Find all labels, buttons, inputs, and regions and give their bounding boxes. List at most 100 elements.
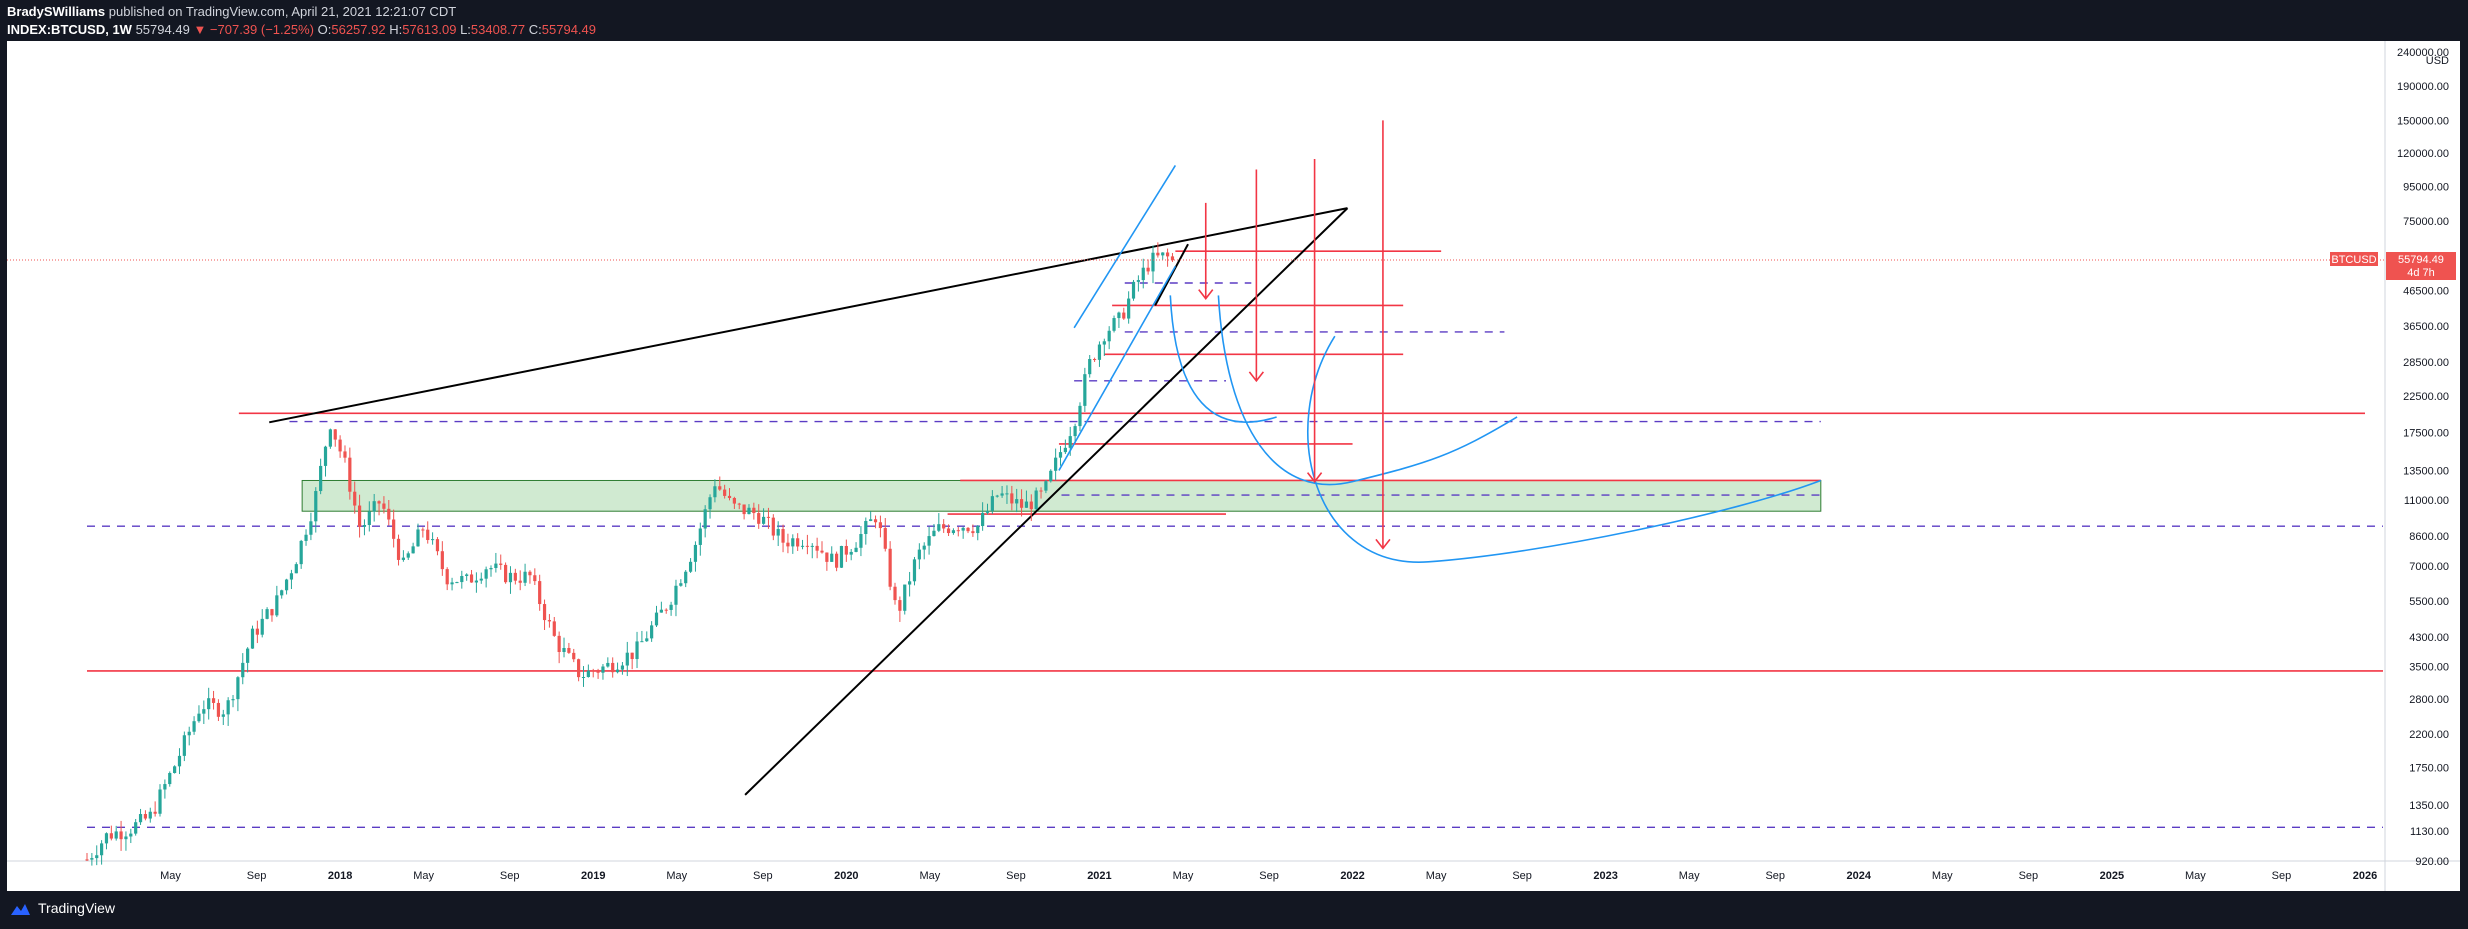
candle-body bbox=[95, 855, 99, 859]
candle-body bbox=[226, 700, 230, 715]
plot-area[interactable] bbox=[7, 41, 2385, 861]
y-tick-label: 13500.00 bbox=[2403, 465, 2449, 477]
candle-body bbox=[284, 579, 289, 591]
candle-body bbox=[114, 831, 118, 839]
candle-body bbox=[202, 709, 206, 714]
candle-body bbox=[732, 498, 736, 504]
candle-body bbox=[834, 553, 839, 568]
candle-body bbox=[878, 522, 883, 529]
candle-body bbox=[294, 564, 298, 574]
y-tick-label: 2800.00 bbox=[2409, 694, 2449, 706]
currency-label: USD bbox=[2426, 55, 2449, 67]
high-value: 57613.09 bbox=[402, 22, 457, 37]
candle-body bbox=[903, 584, 907, 611]
candle-body bbox=[426, 529, 430, 541]
candle-body bbox=[1049, 470, 1053, 482]
candle-body bbox=[382, 503, 386, 509]
x-tick-label: Sep bbox=[2272, 870, 2292, 882]
x-tick-label: May bbox=[160, 870, 181, 882]
candle-body bbox=[611, 662, 615, 673]
ohlc-legend: INDEX:BTCUSD, 1W 55794.49 ▼ −707.39 (−1.… bbox=[7, 22, 596, 37]
candle-body bbox=[396, 538, 401, 560]
candle-body bbox=[693, 544, 698, 562]
tradingview-logo[interactable]: TradingView bbox=[8, 900, 115, 916]
candle-body bbox=[961, 527, 965, 531]
open-value: 56257.92 bbox=[331, 22, 386, 37]
price-chart[interactable]: 240000.00 190000.00 150000.00 120000.00 9500… bbox=[7, 41, 2460, 891]
x-tick-label: 2018 bbox=[328, 870, 352, 882]
candle-body bbox=[538, 581, 542, 605]
candle-body bbox=[90, 858, 94, 860]
candle-body bbox=[796, 538, 800, 547]
candle-body bbox=[173, 766, 177, 774]
candle-body bbox=[333, 429, 337, 440]
candle-body bbox=[577, 659, 581, 678]
candle-body bbox=[134, 822, 138, 834]
candle-body bbox=[421, 529, 425, 531]
candle-body bbox=[275, 595, 279, 616]
candle-body bbox=[153, 811, 157, 814]
candle-body bbox=[684, 571, 688, 584]
price-tag[interactable]: BTCUSD 55794.49 4d 7h bbox=[2330, 252, 2456, 280]
candle-body bbox=[406, 553, 410, 558]
y-tick-label: 1130.00 bbox=[2410, 826, 2449, 838]
symbol-label[interactable]: INDEX:BTCUSD, 1W bbox=[7, 22, 132, 37]
y-tick-label: 190000.00 bbox=[2397, 81, 2449, 93]
candle-body bbox=[309, 521, 313, 535]
candle-body bbox=[357, 505, 362, 527]
channel-lower-line bbox=[1058, 265, 1177, 471]
candle-body bbox=[1029, 501, 1033, 510]
candle-body bbox=[216, 702, 221, 717]
publish-text: published on TradingView.com, April 21, … bbox=[108, 4, 457, 19]
time-axis[interactable] bbox=[7, 861, 2385, 891]
candle-body bbox=[718, 486, 722, 490]
candle-body bbox=[995, 495, 999, 497]
candle-body bbox=[908, 581, 912, 585]
candle-body bbox=[416, 529, 420, 547]
candle-body bbox=[839, 545, 844, 568]
price-axis[interactable] bbox=[2385, 41, 2460, 891]
candle-body bbox=[411, 546, 415, 554]
low-label: L: bbox=[460, 22, 471, 37]
candle-body bbox=[377, 501, 381, 504]
candle-body bbox=[669, 604, 673, 610]
candle-body bbox=[280, 590, 284, 596]
x-tick-label: Sep bbox=[247, 870, 267, 882]
y-tick-label: 4300.00 bbox=[2409, 632, 2449, 644]
candle-body bbox=[1010, 493, 1014, 504]
candle-body bbox=[757, 513, 761, 524]
x-tick-label: Sep bbox=[500, 870, 520, 882]
candle-body bbox=[270, 609, 274, 616]
candle-body bbox=[844, 545, 848, 555]
candle-body bbox=[445, 569, 449, 585]
candle-body bbox=[864, 520, 868, 535]
y-tick-label: 22500.00 bbox=[2403, 391, 2449, 403]
candle-body bbox=[854, 547, 858, 552]
candle-body bbox=[1044, 481, 1048, 491]
candle-body bbox=[177, 755, 182, 767]
candle-body bbox=[586, 670, 590, 677]
candle-body bbox=[888, 548, 892, 587]
candle-body bbox=[469, 574, 474, 583]
x-tick-label: Sep bbox=[1259, 870, 1279, 882]
y-tick-label: 1750.00 bbox=[2409, 763, 2449, 775]
candle-body bbox=[499, 563, 503, 565]
candle-body bbox=[328, 429, 332, 447]
candle-body bbox=[547, 620, 552, 622]
candle-body bbox=[1170, 256, 1175, 261]
candle-body bbox=[708, 497, 712, 510]
candle-body bbox=[703, 509, 707, 529]
candle-body bbox=[956, 530, 960, 532]
candle-body bbox=[207, 698, 211, 710]
down-arrow-head bbox=[1375, 538, 1391, 550]
candle-body bbox=[1015, 499, 1019, 504]
candle-body bbox=[513, 572, 517, 581]
candle-body bbox=[338, 439, 342, 452]
candle-body bbox=[932, 530, 936, 537]
trendline bbox=[269, 207, 1348, 424]
candle-body bbox=[664, 609, 668, 611]
x-tick-label: May bbox=[2185, 870, 2206, 882]
candle-body bbox=[1097, 344, 1102, 360]
author-name[interactable]: BradySWilliams bbox=[7, 4, 106, 19]
candle-body bbox=[990, 496, 994, 511]
